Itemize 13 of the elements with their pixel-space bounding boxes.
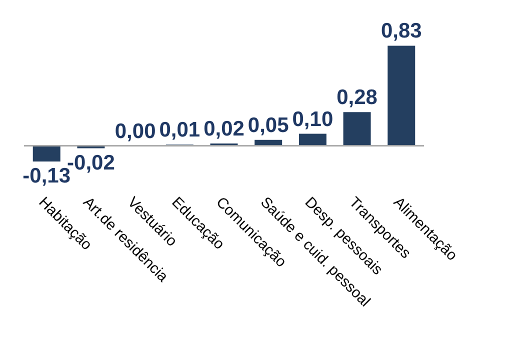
bar	[343, 112, 371, 146]
bar	[32, 146, 60, 162]
bar	[298, 134, 326, 146]
data-label: 0,28	[336, 86, 378, 110]
data-label: 0,05	[248, 114, 290, 137]
data-label: -0,13	[22, 164, 71, 188]
bar	[254, 140, 282, 146]
data-label: 0,00	[114, 120, 156, 143]
data-label: 0,10	[292, 108, 334, 131]
data-label: 0,01	[159, 118, 200, 142]
data-label: 0,83	[380, 20, 422, 43]
data-label: 0,02	[204, 117, 244, 140]
bar	[388, 46, 416, 146]
